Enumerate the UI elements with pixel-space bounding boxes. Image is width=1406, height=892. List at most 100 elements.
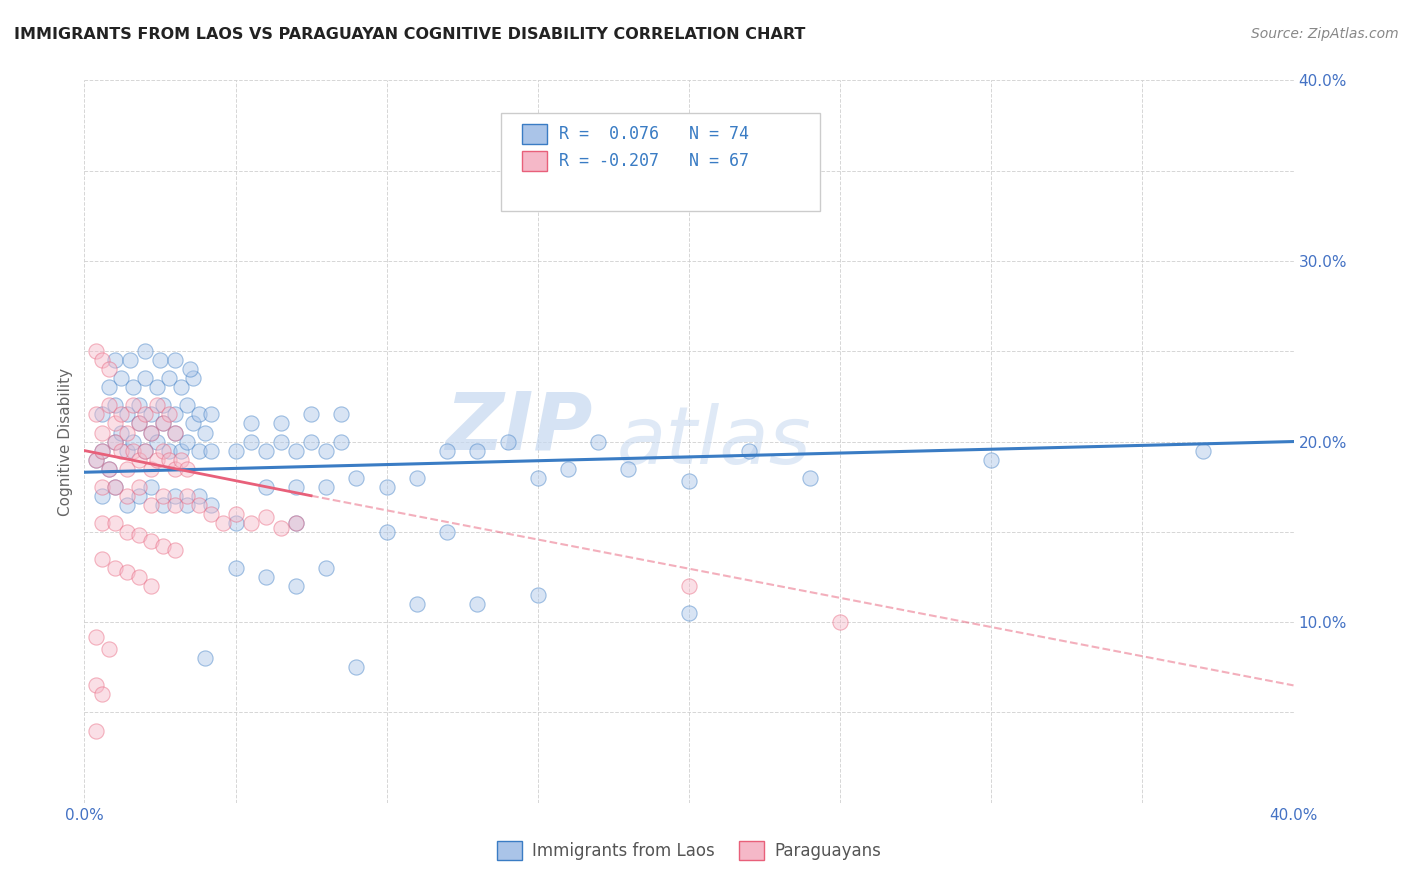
Point — [104, 398, 127, 412]
Point — [165, 408, 187, 422]
Point — [128, 452, 150, 467]
Point — [527, 588, 550, 602]
Point — [181, 371, 204, 385]
Point — [139, 425, 162, 440]
Point — [678, 579, 700, 593]
Point — [165, 425, 187, 440]
Point — [436, 524, 458, 539]
Point — [152, 443, 174, 458]
Point — [165, 353, 187, 368]
Point — [200, 443, 222, 458]
Point — [104, 480, 127, 494]
Point — [980, 452, 1002, 467]
Point — [115, 524, 138, 539]
Point — [121, 380, 143, 394]
Point — [139, 533, 162, 548]
Point — [152, 489, 174, 503]
Point — [170, 443, 193, 458]
Point — [330, 434, 353, 449]
Point — [285, 579, 308, 593]
Point — [121, 434, 143, 449]
Point — [97, 380, 120, 394]
Point — [176, 398, 198, 412]
Point — [212, 516, 235, 530]
Point — [86, 344, 108, 359]
Point — [254, 510, 277, 524]
Point — [157, 443, 180, 458]
Point — [375, 524, 398, 539]
Point — [139, 425, 162, 440]
Point — [176, 489, 198, 503]
Point — [299, 408, 322, 422]
Point — [146, 434, 169, 449]
Text: IMMIGRANTS FROM LAOS VS PARAGUAYAN COGNITIVE DISABILITY CORRELATION CHART: IMMIGRANTS FROM LAOS VS PARAGUAYAN COGNI… — [14, 27, 806, 42]
Point — [165, 489, 187, 503]
Point — [134, 371, 156, 385]
Point — [139, 498, 162, 512]
Point — [200, 498, 222, 512]
Point — [170, 452, 193, 467]
Point — [121, 398, 143, 412]
Point — [330, 408, 353, 422]
Point — [110, 408, 132, 422]
Point — [181, 417, 204, 431]
Point — [738, 443, 761, 458]
Point — [270, 521, 292, 535]
Point — [134, 443, 156, 458]
Point — [139, 461, 162, 475]
Point — [165, 542, 187, 557]
Point — [467, 443, 489, 458]
Point — [97, 461, 120, 475]
Point — [128, 417, 150, 431]
Point — [678, 475, 700, 489]
Text: R = -0.207   N = 67: R = -0.207 N = 67 — [558, 152, 749, 170]
Point — [799, 471, 821, 485]
Point — [254, 570, 277, 584]
Point — [315, 561, 337, 575]
Point — [200, 408, 222, 422]
Point — [239, 434, 262, 449]
Text: Source: ZipAtlas.com: Source: ZipAtlas.com — [1251, 27, 1399, 41]
Point — [188, 408, 211, 422]
Point — [86, 630, 108, 644]
Point — [170, 380, 193, 394]
Point — [557, 461, 579, 475]
Point — [115, 425, 138, 440]
Point — [239, 516, 262, 530]
Point — [152, 398, 174, 412]
Point — [91, 425, 114, 440]
Point — [617, 461, 640, 475]
Point — [121, 443, 143, 458]
Point — [152, 417, 174, 431]
Point — [110, 371, 132, 385]
Point — [110, 443, 132, 458]
Point — [176, 434, 198, 449]
Point — [179, 362, 201, 376]
Point — [115, 489, 138, 503]
Point — [104, 353, 127, 368]
Point — [104, 417, 127, 431]
Point — [152, 539, 174, 553]
Point — [188, 498, 211, 512]
Point — [134, 344, 156, 359]
Point — [115, 461, 138, 475]
Text: ZIP: ZIP — [444, 388, 592, 467]
Point — [115, 498, 138, 512]
Point — [104, 516, 127, 530]
Point — [406, 471, 429, 485]
Point — [110, 425, 132, 440]
Point — [104, 434, 127, 449]
Point — [86, 452, 108, 467]
Point — [146, 452, 169, 467]
Point — [86, 452, 108, 467]
Point — [157, 408, 180, 422]
Point — [1192, 443, 1215, 458]
Point — [91, 552, 114, 566]
Point — [194, 651, 217, 665]
Point — [194, 425, 217, 440]
Point — [86, 723, 108, 738]
Point — [128, 480, 150, 494]
Point — [467, 597, 489, 611]
Point — [97, 461, 120, 475]
Point — [225, 561, 247, 575]
